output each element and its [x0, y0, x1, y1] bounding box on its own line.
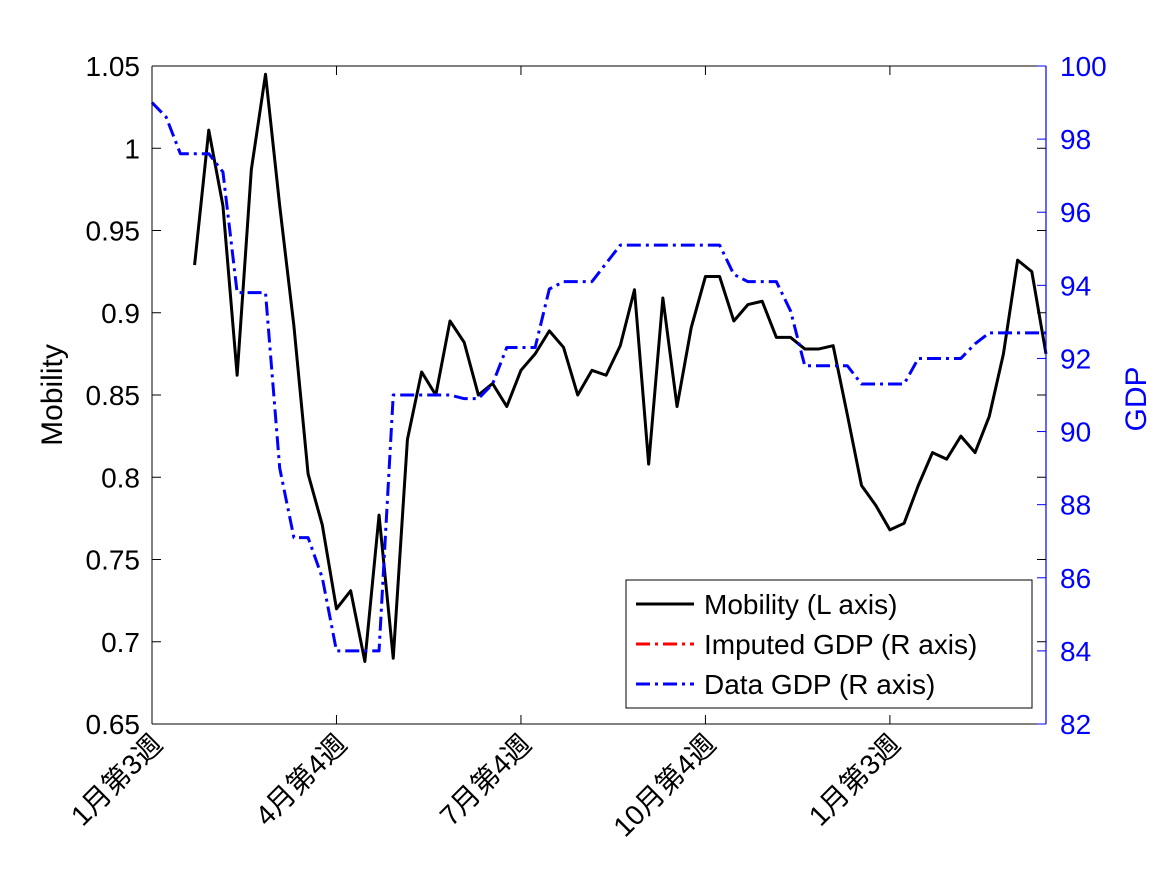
x-tick-label: 7月第4週 [434, 728, 537, 831]
y-left-tick-label: 0.8 [101, 462, 140, 493]
plot-layer [150, 72, 1048, 663]
y-right-tick-label: 98 [1060, 124, 1091, 155]
y-right-tick-label: 94 [1060, 270, 1091, 301]
x-tick-label: 4月第4週 [249, 728, 352, 831]
legend-label-1: Imputed GDP (R axis) [704, 629, 977, 660]
y-left-tick-label: 0.85 [86, 380, 141, 411]
x-tick-label: 1月第3週 [65, 728, 168, 831]
y-left-tick-label: 0.95 [86, 216, 141, 247]
y-axis-left-label: Mobility [36, 344, 69, 446]
y-right-tick-label: 84 [1060, 636, 1091, 667]
y-right-tick-label: 90 [1060, 417, 1091, 448]
y-axis-right-label: GDP [1120, 366, 1153, 431]
y-left-tick-label: 1 [124, 133, 140, 164]
y-right-tick-label: 88 [1060, 490, 1091, 521]
y-left-tick-label: 0.7 [101, 627, 140, 658]
legend: Mobility (L axis) Imputed GDP (R axis) Dat… [625, 579, 1033, 709]
series-line-2 [150, 101, 1046, 653]
y-right-tick-label: 92 [1060, 343, 1091, 374]
series-line-0 [193, 72, 1048, 663]
y-right-tick-label: 82 [1060, 709, 1091, 740]
x-tick-label: 1月第3週 [803, 728, 906, 831]
y-left-tick-label: 0.9 [101, 298, 140, 329]
y-right-tick-label: 96 [1060, 197, 1091, 228]
y-right-tick-label: 86 [1060, 563, 1091, 594]
y-left-tick-label: 0.65 [86, 709, 141, 740]
y-left-tick-label: 1.05 [86, 51, 141, 82]
x-tick-label: 10月第4週 [607, 728, 721, 842]
y-left-tick-label: 0.75 [86, 545, 141, 576]
legend-label-2: Data GDP (R axis) [704, 669, 935, 700]
y-right-tick-label: 100 [1060, 51, 1107, 82]
legend-label-0: Mobility (L axis) [704, 589, 897, 620]
